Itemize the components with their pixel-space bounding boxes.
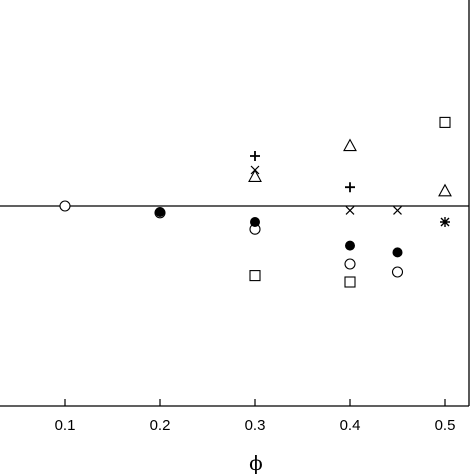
x-tick-label: 0.3 — [245, 417, 266, 434]
marker-open-square — [439, 116, 451, 128]
marker-open-circle — [344, 258, 356, 270]
marker-filled-circle — [345, 240, 355, 251]
marker-cross — [250, 165, 260, 175]
marker-plus — [250, 151, 260, 161]
marker-filled-circle — [392, 247, 403, 258]
marker-filled-circle — [155, 207, 165, 217]
x-tick-label: 0.2 — [150, 417, 171, 434]
marker-plus — [345, 182, 355, 193]
marker-open-circle — [391, 266, 404, 278]
x-tick-label: 0.1 — [55, 417, 76, 434]
marker-open-square — [249, 270, 261, 282]
marker-cross — [393, 205, 402, 215]
marker-asterisk — [440, 217, 450, 227]
x-tick-label: 0.5 — [435, 417, 456, 434]
x-axis-label: ϕ — [249, 451, 263, 474]
marker-open-triangle — [438, 183, 452, 197]
axes — [0, 0, 470, 407]
marker-open-triangle — [248, 169, 262, 182]
x-tick-label: 0.4 — [340, 417, 361, 434]
x-ticks: 0.1 0.2 0.3 0.4 0.5 — [55, 399, 456, 434]
marker-open-square — [344, 276, 356, 288]
data-markers — [59, 116, 452, 288]
marker-open-circle — [59, 200, 71, 212]
marker-filled-circle — [250, 217, 260, 227]
marker-cross — [345, 205, 355, 215]
marker-open-triangle — [343, 138, 357, 152]
